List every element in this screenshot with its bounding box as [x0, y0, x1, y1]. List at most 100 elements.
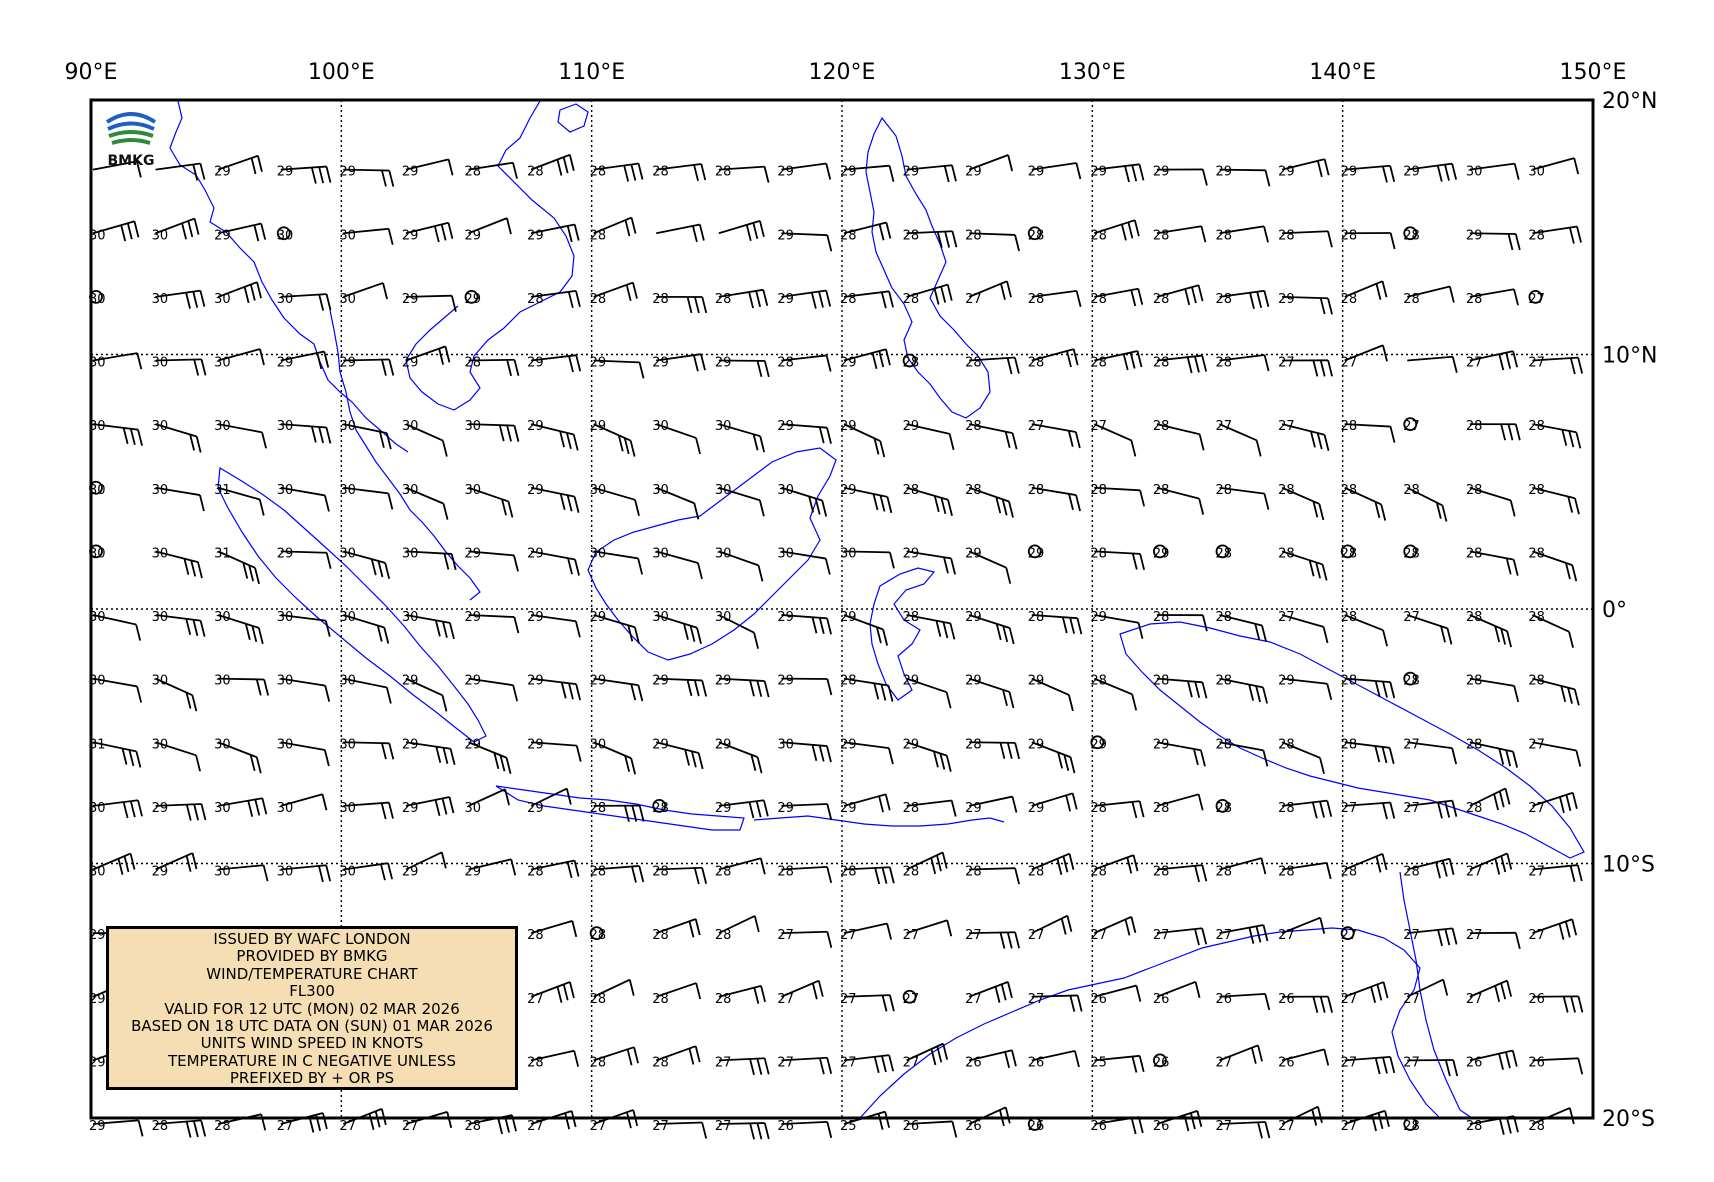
- longitude-label: 140°E: [1309, 60, 1376, 85]
- temperature-value: 28: [965, 865, 982, 880]
- temperature-value: 27: [715, 1119, 732, 1134]
- wind-barb: [1532, 550, 1578, 582]
- temperature-value: 28: [777, 356, 794, 371]
- temperature-value: 27: [652, 1119, 669, 1134]
- wind-barb: [280, 423, 332, 444]
- wind-barb: [1031, 914, 1073, 935]
- temperature-value: 27: [1090, 419, 1107, 434]
- temperature-value: 28: [1216, 546, 1233, 561]
- temperature-value: 30: [840, 546, 857, 561]
- temperature-value: 28: [214, 1119, 231, 1134]
- wind-barb: [1031, 741, 1076, 774]
- temperature-value: 26: [1528, 992, 1545, 1007]
- wind-barb: [656, 295, 708, 314]
- temperature-value: 29: [402, 737, 419, 752]
- wind-barb: [1281, 486, 1325, 521]
- wind-barb: [530, 153, 575, 176]
- coastline-malay-peninsula: [329, 309, 481, 601]
- wind-barb: [1219, 1044, 1263, 1064]
- temperature-value: 30: [402, 483, 419, 498]
- wind-barb: [906, 486, 953, 516]
- temperature-value: 28: [1216, 610, 1233, 625]
- wind-barb: [530, 787, 572, 807]
- wind-barb: [781, 1056, 833, 1075]
- temperature-value: 27: [1278, 1119, 1295, 1134]
- wind-barb: [1532, 741, 1582, 767]
- temperature-value: 30: [339, 419, 356, 434]
- temperature-value: 26: [1028, 1119, 1045, 1134]
- wind-barb: [1469, 288, 1519, 306]
- wind-barb: [1094, 984, 1142, 1002]
- temperature-value: 28: [1153, 356, 1170, 371]
- temperature-value: 26: [777, 1119, 794, 1134]
- temperature-value: 28: [527, 865, 544, 880]
- temperature-value: 28: [1216, 674, 1233, 689]
- temperature-value: 28: [965, 483, 982, 498]
- wind-barb: [155, 358, 207, 376]
- temperature-value: 27: [1341, 356, 1358, 371]
- wind-barb: [217, 154, 263, 175]
- wind-barb: [906, 919, 953, 937]
- temperature-value: 28: [1090, 801, 1107, 816]
- temperature-value: 28: [590, 292, 607, 307]
- temperature-value: 30: [214, 356, 231, 371]
- temperature-value: 28: [1278, 228, 1295, 243]
- temperature-value: 28: [1403, 228, 1420, 243]
- wind-barb: [155, 486, 205, 512]
- wind-barb: [593, 865, 645, 883]
- wind-barb: [593, 162, 644, 182]
- temperature-value: 30: [339, 801, 356, 816]
- temperature-value: 29: [590, 356, 607, 371]
- temperature-value: 27: [965, 992, 982, 1007]
- wind-barb: [276, 226, 291, 241]
- info-line: TEMPERATURE IN C NEGATIVE UNLESS: [167, 1051, 457, 1070]
- temperature-value: 26: [1153, 992, 1170, 1007]
- temperature-value: 27: [1216, 1119, 1233, 1134]
- wind-barb: [155, 550, 203, 579]
- temperature-value: 28: [465, 165, 482, 180]
- wind-barb: [1407, 741, 1458, 765]
- temperature-value: 29: [465, 674, 482, 689]
- temperature-value: 27: [1278, 610, 1295, 625]
- temperature-value: 30: [152, 419, 169, 434]
- wind-barb: [1532, 614, 1574, 648]
- wind-barb: [155, 614, 206, 637]
- wind-barb: [1344, 677, 1396, 699]
- temperature-value: 27: [527, 992, 544, 1007]
- temperature-value: 27: [840, 928, 857, 943]
- wind-barb: [1156, 354, 1208, 374]
- wind-barb: [92, 220, 140, 242]
- temperature-value: 29: [1216, 165, 1233, 180]
- wind-barb: [1407, 799, 1458, 819]
- wind-barb: [718, 857, 766, 875]
- wind-barb: [155, 289, 206, 309]
- temperature-value: 28: [840, 228, 857, 243]
- wind-barb: [656, 677, 708, 697]
- temperature-value: 27: [1028, 992, 1045, 1007]
- temperature-value: 29: [1090, 165, 1107, 180]
- temperature-value: 30: [214, 737, 231, 752]
- wind-barb: [405, 221, 454, 243]
- temperature-value: 29: [1153, 737, 1170, 752]
- wind-barb: [718, 288, 769, 309]
- wind-barb: [1156, 927, 1208, 946]
- temperature-value: 29: [152, 865, 169, 880]
- temperature-value: 28: [1153, 674, 1170, 689]
- temperature-value: 30: [402, 419, 419, 434]
- temperature-value: 30: [715, 483, 732, 498]
- temperature-value: 27: [1028, 928, 1045, 943]
- temperature-value: 29: [840, 419, 857, 434]
- temperature-value: 29: [652, 356, 669, 371]
- temperature-value: 30: [89, 546, 106, 561]
- temperature-value: 27: [590, 1119, 607, 1134]
- temperature-value: 29: [339, 165, 356, 180]
- temperature-value: 30: [214, 610, 231, 625]
- wind-barb: [843, 922, 892, 940]
- coastline-cape-york: [1399, 871, 1473, 1119]
- temperature-value: 30: [277, 865, 294, 880]
- wind-barb: [718, 1122, 770, 1140]
- temperature-value: 28: [840, 865, 857, 880]
- wind-barb: [280, 486, 330, 512]
- temperature-value: 27: [1466, 928, 1483, 943]
- temperature-value: 28: [1341, 483, 1358, 498]
